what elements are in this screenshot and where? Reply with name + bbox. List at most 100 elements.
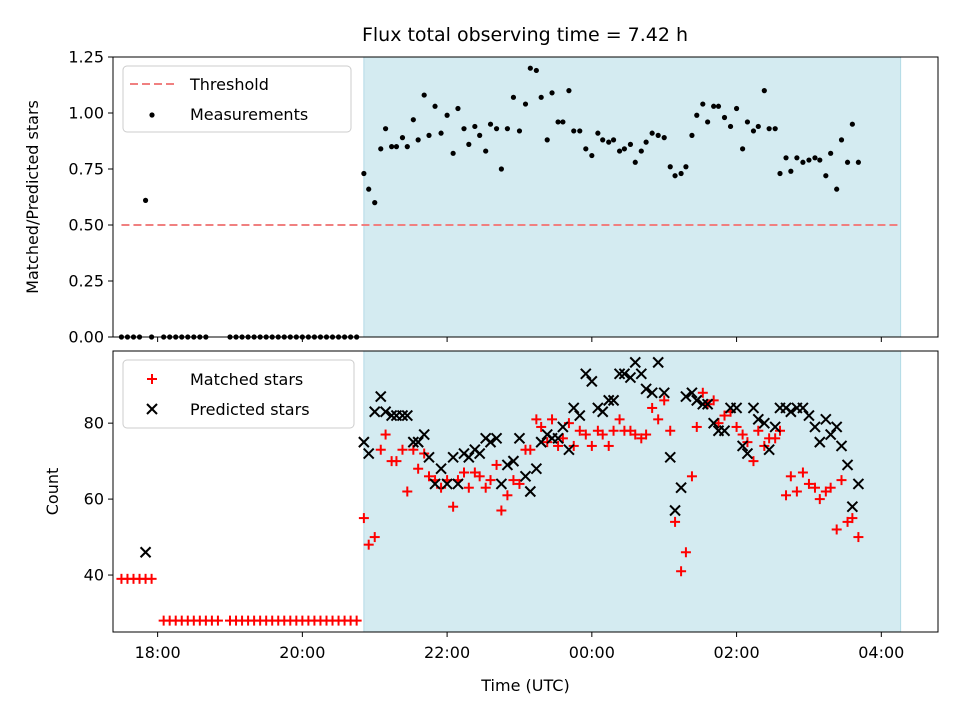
predicted-star-point	[652, 356, 664, 369]
bottom-x-axis-label: Time (UTC)	[480, 676, 569, 695]
measurement-point	[426, 132, 432, 138]
matched-stars-points	[116, 387, 864, 626]
measurement-point	[555, 119, 561, 125]
measurement-point	[610, 137, 617, 143]
predicted-star-point	[797, 402, 809, 414]
bottom-x-tick-label: 02:00	[714, 643, 760, 662]
predicted-star-point	[369, 406, 381, 418]
matched-star-point	[369, 532, 380, 543]
matched-star-point	[791, 486, 802, 497]
measurement-point	[600, 137, 606, 143]
predicted-star-point	[691, 394, 703, 407]
measurement-point	[638, 148, 644, 154]
predicted-star-point	[803, 409, 815, 422]
matched-star-point	[597, 429, 608, 440]
measurement-point	[733, 105, 740, 112]
measurement-point	[727, 123, 734, 130]
predicted-star-point	[139, 546, 152, 558]
predicted-star-point	[435, 463, 447, 475]
measurement-point	[661, 135, 667, 141]
predicted-star-point	[763, 444, 775, 456]
matched-star-point	[586, 440, 597, 451]
predicted-star-point	[603, 394, 615, 407]
measurement-point	[372, 200, 378, 206]
measurement-point	[750, 128, 757, 134]
measurement-point	[583, 146, 589, 152]
matched-star-point	[358, 513, 369, 524]
measurement-point	[589, 152, 595, 159]
measurement-point	[683, 164, 689, 170]
measurement-point	[721, 114, 728, 121]
matched-star-point	[630, 429, 641, 440]
matched-star-point	[448, 501, 459, 512]
measurement-point	[549, 90, 555, 96]
measurement-point	[834, 186, 840, 192]
matched-star-point	[686, 471, 697, 482]
measurement-point	[527, 65, 533, 71]
measurement-point	[493, 126, 500, 132]
measurement-point	[806, 157, 812, 163]
predicted-star-point	[629, 356, 641, 369]
measurement-point	[533, 67, 539, 74]
matched-star-point	[458, 467, 469, 478]
measurement-point	[432, 103, 438, 109]
predicted-star-point	[375, 390, 387, 403]
measurement-point	[705, 119, 711, 125]
matched-star-point	[212, 615, 223, 626]
measurement-point	[455, 105, 461, 112]
measurement-point	[566, 88, 572, 94]
predicted-star-point	[718, 425, 731, 437]
matched-star-point	[402, 486, 413, 497]
matched-star-point	[814, 494, 825, 505]
predicted-stars-points	[139, 356, 865, 558]
predicted-star-point	[524, 485, 537, 498]
predicted-star-point	[530, 463, 543, 475]
matched-star-point	[397, 444, 408, 455]
matched-star-point	[603, 440, 614, 451]
matched-star-point	[676, 566, 687, 577]
legend-predicted-label: Predicted stars	[190, 400, 310, 419]
predicted-star-point	[513, 432, 526, 445]
legend-measurements-label: Measurements	[190, 105, 308, 124]
measurement-point	[788, 168, 794, 174]
measurement-point	[410, 117, 416, 123]
predicted-star-point	[846, 500, 859, 513]
predicted-star-point	[507, 455, 520, 467]
bottom-x-tick-label: 20:00	[279, 643, 325, 662]
measurement-point	[817, 157, 823, 163]
predicted-star-point	[841, 459, 854, 471]
bottom-shaded-span	[363, 350, 902, 633]
measurement-point	[740, 146, 746, 152]
predicted-star-point	[669, 504, 681, 517]
predicted-star-point	[519, 470, 532, 483]
predicted-star-point	[407, 436, 420, 448]
bottom-x-tick-label: 22:00	[424, 643, 470, 662]
matched-star-point	[691, 421, 702, 432]
measurement-point	[483, 148, 489, 154]
measurement-point	[689, 132, 695, 138]
top-legend-box	[122, 65, 352, 133]
predicted-star-point	[664, 451, 676, 464]
measurement-point	[828, 150, 834, 156]
measurement-point	[761, 88, 767, 94]
matched-star-point	[496, 505, 507, 516]
matched-star-point	[463, 482, 474, 493]
legend-x-marker	[146, 403, 158, 415]
predicted-star-point	[490, 432, 503, 445]
legend-matched-swatch	[147, 374, 157, 384]
measurement-point	[421, 92, 427, 98]
predicted-star-point	[635, 368, 647, 380]
predicted-star-point	[563, 444, 575, 456]
matched-star-point	[531, 414, 542, 425]
matched-star-point	[670, 516, 681, 527]
measurement-point	[678, 170, 684, 177]
matched-star-point	[553, 440, 564, 451]
predicted-star-point	[758, 417, 771, 429]
predicted-star-point	[429, 478, 441, 490]
predicted-star-point	[613, 368, 626, 380]
matched-star-point	[474, 471, 485, 482]
predicted-star-point	[484, 436, 497, 448]
bottom-x-tick-label: 00:00	[569, 643, 615, 662]
measurement-point	[538, 94, 544, 100]
